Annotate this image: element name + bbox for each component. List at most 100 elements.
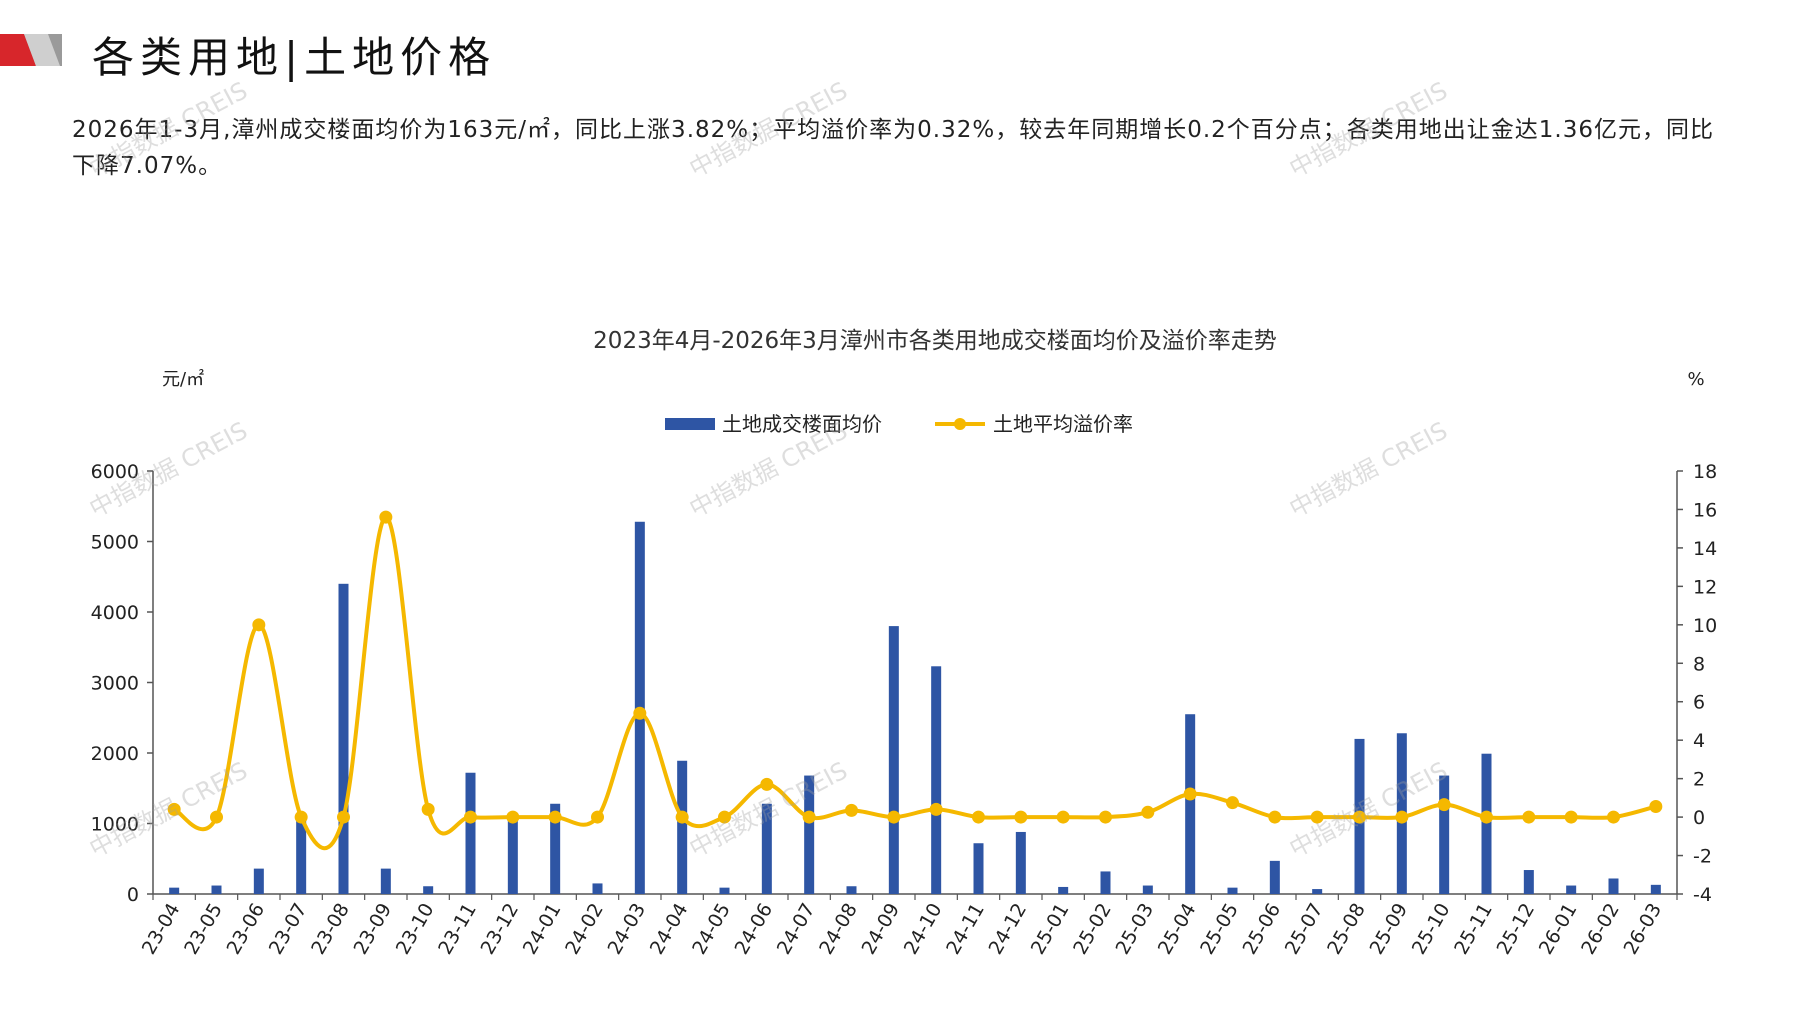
- x-tick-label: 23-04: [138, 900, 185, 959]
- x-tick-label: 25-07: [1281, 900, 1328, 959]
- right-tick-label: 4: [1693, 730, 1705, 752]
- legend-line-label: 土地平均溢价率: [993, 412, 1133, 436]
- bar: [1058, 886, 1069, 894]
- bar: [804, 775, 815, 894]
- bar: [1608, 878, 1619, 894]
- line-point: [210, 810, 223, 824]
- line-point: [337, 810, 350, 824]
- x-tick-label: 25-02: [1069, 900, 1116, 959]
- line-point: [1353, 810, 1366, 824]
- x-tick-label: 23-08: [307, 900, 354, 959]
- bar: [1269, 860, 1280, 894]
- line-point: [1056, 810, 1070, 824]
- line-point: [633, 706, 647, 720]
- x-tick-label: 23-06: [223, 900, 270, 959]
- x-tick-label: 24-03: [604, 900, 651, 959]
- left-tick-label: 6000: [91, 461, 139, 483]
- right-tick-label: 0: [1693, 807, 1705, 829]
- right-tick-label: 18: [1693, 461, 1717, 483]
- bar: [719, 887, 730, 894]
- right-tick-label: -4: [1693, 884, 1712, 906]
- line-point: [675, 810, 689, 824]
- x-tick-label: 23-09: [350, 900, 397, 959]
- bar: [380, 868, 391, 894]
- line-point: [421, 802, 435, 816]
- bar: [338, 583, 349, 894]
- left-axis-unit: 元/㎡: [162, 368, 204, 390]
- line-point: [760, 777, 774, 791]
- x-tick-label: 24-09: [858, 900, 905, 959]
- x-tick-label: 23-05: [180, 900, 227, 959]
- line-point: [1480, 810, 1493, 824]
- x-tick-label: 24-02: [561, 900, 608, 959]
- x-tick-label: 24-08: [815, 900, 862, 959]
- bar: [169, 887, 180, 894]
- chart-title: 2023年4月-2026年3月漳州市各类用地成交楼面均价及溢价率走势: [593, 328, 1277, 354]
- bar: [423, 886, 434, 894]
- bar: [1481, 753, 1492, 894]
- line-point: [1310, 810, 1324, 824]
- bar: [1439, 775, 1450, 894]
- x-tick-label: 24-04: [646, 900, 693, 959]
- line-point: [1141, 805, 1155, 819]
- line-point: [1226, 796, 1239, 810]
- line-point: [464, 810, 477, 824]
- line-point: [1395, 810, 1409, 824]
- line-point: [1099, 810, 1112, 824]
- page-header: 各类用地|土地价格: [0, 20, 1797, 82]
- x-tick-label: 26-01: [1535, 900, 1582, 959]
- right-tick-label: 14: [1693, 538, 1717, 560]
- x-tick-label: 25-01: [1027, 900, 1074, 959]
- legend-bar-swatch: [665, 418, 715, 430]
- x-tick-label: 25-05: [1196, 900, 1243, 959]
- bar: [1523, 870, 1534, 894]
- line-point: [1437, 798, 1451, 812]
- x-tick-label: 24-05: [688, 900, 735, 959]
- left-tick-label: 2000: [91, 743, 139, 765]
- bar: [846, 886, 857, 894]
- x-tick-label: 24-11: [942, 900, 989, 959]
- line-point: [1607, 810, 1620, 824]
- left-tick-label: 5000: [91, 532, 139, 554]
- summary-text: 2026年1-3月,漳州成交楼面均价为163元/㎡，同比上涨3.82%；平均溢价…: [72, 117, 1714, 179]
- right-tick-label: 16: [1693, 499, 1717, 521]
- line-point: [1014, 810, 1028, 824]
- bar: [592, 883, 603, 894]
- bar: [1015, 831, 1026, 894]
- left-tick-label: 4000: [91, 602, 139, 624]
- line-point: [972, 810, 985, 824]
- line-point: [887, 810, 901, 824]
- x-tick-label: 26-02: [1577, 900, 1624, 959]
- right-tick-label: 10: [1693, 615, 1717, 637]
- bar: [761, 803, 772, 894]
- x-tick-label: 25-04: [1154, 900, 1201, 959]
- x-tick-label: 25-08: [1323, 900, 1370, 959]
- bar: [973, 843, 984, 894]
- bar: [1100, 871, 1111, 894]
- line-point: [506, 810, 520, 824]
- right-tick-label: 6: [1693, 692, 1705, 714]
- legend-line-marker: [954, 418, 966, 430]
- bar: [1312, 889, 1323, 894]
- line-point: [845, 803, 858, 817]
- line-point: [1268, 810, 1282, 824]
- line-point: [929, 802, 943, 816]
- x-tick-label: 25-10: [1408, 900, 1455, 959]
- x-tick-label: 23-10: [392, 900, 439, 959]
- bar: [550, 803, 561, 894]
- x-tick-label: 23-12: [477, 900, 524, 959]
- left-tick-label: 1000: [91, 814, 139, 836]
- x-tick-label: 26-03: [1620, 900, 1667, 959]
- x-tick-label: 24-10: [900, 900, 947, 959]
- x-tick-label: 24-07: [773, 900, 820, 959]
- page-title: 各类用地|土地价格: [92, 33, 497, 82]
- bar: [1566, 885, 1577, 894]
- x-tick-label: 24-12: [985, 900, 1032, 959]
- right-tick-label: 12: [1693, 576, 1717, 598]
- bar: [1185, 714, 1196, 894]
- bar: [1650, 884, 1661, 894]
- line-point: [379, 510, 393, 524]
- bar: [888, 626, 899, 894]
- right-tick-label: -2: [1693, 846, 1712, 868]
